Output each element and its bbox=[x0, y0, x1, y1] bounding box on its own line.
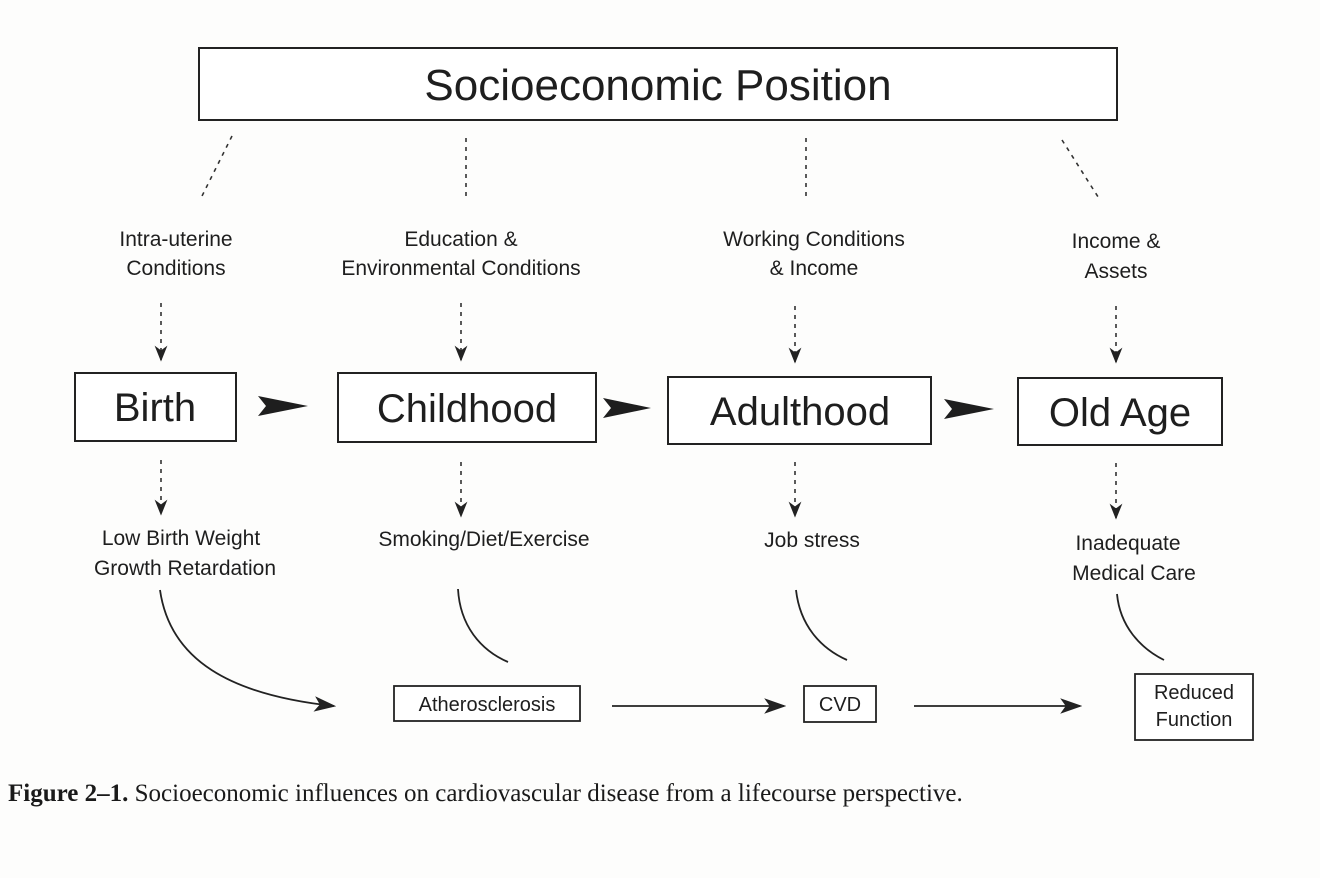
influence-adulthood: Working Conditions & Income bbox=[723, 228, 905, 280]
title-link-birth bbox=[200, 135, 233, 199]
arrow-birth-to-childhood bbox=[258, 396, 308, 416]
curve-birth-to-atherosclerosis bbox=[159, 589, 337, 712]
figure-caption: Figure 2–1. Socioeconomic influences on … bbox=[8, 778, 1298, 809]
outcome-label: Atherosclerosis bbox=[419, 694, 556, 716]
caption-label: Figure 2–1. bbox=[8, 780, 129, 807]
stage-label: Adulthood bbox=[710, 390, 890, 434]
exposure-line-1: Smoking/Diet/Exercise bbox=[378, 528, 589, 551]
influence-line-2: Environmental Conditions bbox=[341, 257, 580, 280]
exposure-line-2: Medical Care bbox=[1072, 562, 1196, 585]
stage-label: Birth bbox=[114, 386, 196, 430]
influence-line-2: Conditions bbox=[126, 257, 225, 280]
stage-birth: Birth bbox=[74, 372, 237, 442]
influence-line-1: Working Conditions bbox=[723, 228, 905, 251]
influence-birth: Intra-uterine Conditions bbox=[119, 228, 232, 280]
arrow-childhood-to-adulthood bbox=[603, 398, 651, 418]
title-link-old-age bbox=[1061, 139, 1101, 201]
stage-childhood: Childhood bbox=[337, 372, 597, 443]
curve-adulthood-to-cvd bbox=[795, 589, 848, 661]
exposure-old-age: Inadequate Medical Care bbox=[1072, 532, 1196, 585]
curve-childhood-to-atherosclerosis bbox=[457, 588, 509, 663]
outcome-line-1: Reduced bbox=[1154, 682, 1234, 704]
exposure-childhood: Smoking/Diet/Exercise bbox=[378, 528, 589, 551]
arrow-adulthood-to-old-age bbox=[944, 399, 994, 419]
exposure-birth: Low Birth Weight Growth Retardation bbox=[94, 527, 276, 580]
influence-childhood: Education & Environmental Conditions bbox=[341, 228, 580, 280]
influence-line-1: Income & bbox=[1072, 230, 1161, 253]
influence-old-age: Income & Assets bbox=[1072, 230, 1161, 283]
title-text: Socioeconomic Position bbox=[424, 61, 891, 110]
outcome-reduced-function: Reduced Function bbox=[1134, 673, 1254, 741]
caption-text: Socioeconomic influences on cardiovascul… bbox=[134, 780, 963, 807]
outcome-cvd: CVD bbox=[803, 685, 877, 723]
outcome-atherosclerosis: Atherosclerosis bbox=[393, 685, 581, 722]
exposure-adulthood: Job stress bbox=[764, 529, 860, 552]
stage-label: Old Age bbox=[1049, 391, 1191, 435]
exposure-line-1: Inadequate bbox=[1075, 532, 1180, 555]
exposure-line-1: Job stress bbox=[764, 529, 860, 552]
influence-line-2: & Income bbox=[770, 257, 859, 280]
influence-line-1: Intra-uterine bbox=[119, 228, 232, 251]
outcome-line-2: Function bbox=[1156, 709, 1233, 731]
influence-line-1: Education & bbox=[404, 228, 517, 251]
exposure-line-2: Growth Retardation bbox=[94, 557, 276, 580]
outcome-label: CVD bbox=[819, 694, 861, 716]
stage-label: Childhood bbox=[377, 387, 557, 431]
influence-line-2: Assets bbox=[1084, 260, 1147, 283]
stage-adulthood: Adulthood bbox=[667, 376, 932, 445]
title-node: Socioeconomic Position bbox=[198, 47, 1118, 121]
curve-old-age-to-reduced-function bbox=[1116, 593, 1165, 661]
exposure-line-1: Low Birth Weight bbox=[102, 527, 261, 550]
stage-old-age: Old Age bbox=[1017, 377, 1223, 446]
